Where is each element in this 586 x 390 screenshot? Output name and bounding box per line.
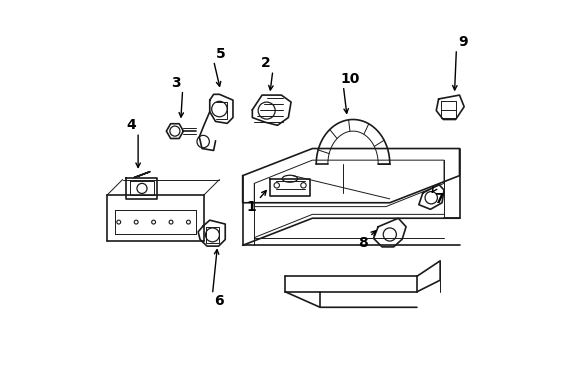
Text: 7: 7 (435, 192, 444, 206)
Text: 5: 5 (216, 47, 226, 61)
Text: 9: 9 (459, 35, 468, 49)
Text: 8: 8 (358, 236, 367, 250)
Text: 6: 6 (214, 294, 224, 308)
Text: 10: 10 (340, 72, 360, 86)
Text: 2: 2 (261, 56, 271, 70)
Text: 4: 4 (126, 118, 136, 132)
Text: 1: 1 (247, 200, 257, 214)
Text: 3: 3 (171, 76, 180, 90)
